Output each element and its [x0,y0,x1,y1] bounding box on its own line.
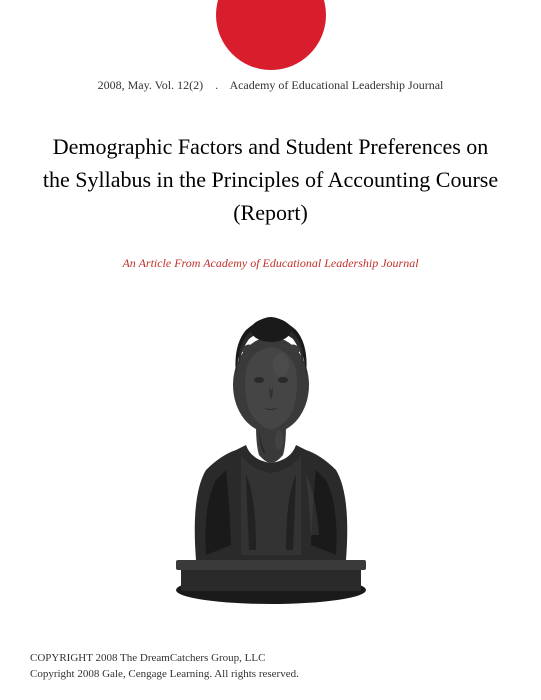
copyright-line-1: COPYRIGHT 2008 The DreamCatchers Group, … [30,651,299,666]
header-metadata: 2008, May. Vol. 12(2) . Academy of Educa… [0,78,541,93]
bust-illustration [151,295,391,605]
separator: . [215,78,218,92]
copyright-line-2: Copyright 2008 Gale, Cengage Learning. A… [30,667,299,682]
article-subtitle: An Article From Academy of Educational L… [40,256,501,271]
copyright-block: COPYRIGHT 2008 The DreamCatchers Group, … [30,651,299,682]
red-circle-decoration [216,0,326,70]
article-title: Demographic Factors and Student Preferen… [40,130,501,229]
journal-name: Academy of Educational Leadership Journa… [229,78,443,92]
issue-info: 2008, May. Vol. 12(2) [98,78,203,92]
